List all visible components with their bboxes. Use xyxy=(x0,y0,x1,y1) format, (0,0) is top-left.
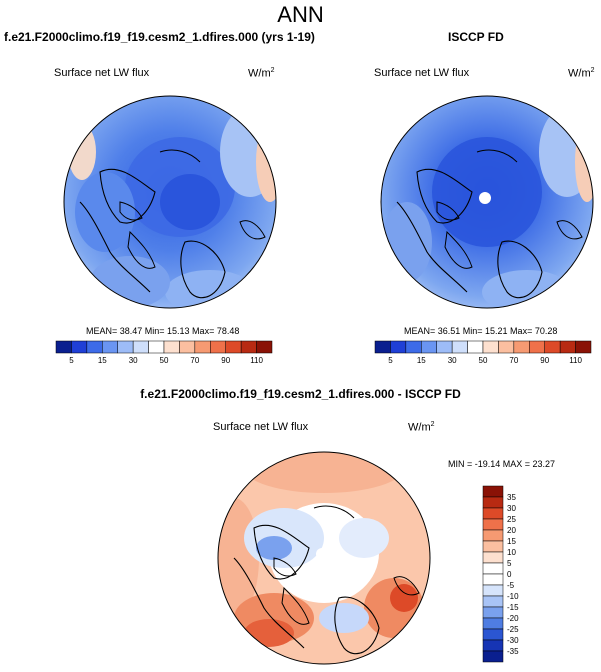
left-colorbar-swatch xyxy=(179,340,196,354)
left-colorbar-tick-label: 5 xyxy=(69,356,74,365)
left-colorbar-swatch xyxy=(225,340,242,354)
right-colorbar-swatch xyxy=(513,340,530,354)
diff-colorbar-tick-label: 20 xyxy=(507,526,516,535)
diff-colorbar-tick-label: -20 xyxy=(507,614,519,623)
diff-colorbar-tick-label: 30 xyxy=(507,504,516,513)
left-colorbar-swatch xyxy=(163,340,180,354)
diff-colorbar-swatch xyxy=(482,540,504,553)
left-colorbar-tick-label: 110 xyxy=(250,356,263,365)
right-polar-map xyxy=(380,95,594,309)
right-colorbar: 51530507090110130 xyxy=(374,340,592,365)
left-colorbar-swatch xyxy=(148,340,165,354)
diff-colorbar-tick-label: -15 xyxy=(507,603,519,612)
right-colorbar-swatch xyxy=(498,340,515,354)
left-colorbar-swatch xyxy=(194,340,211,354)
diff-colorbar-swatch xyxy=(482,639,504,652)
left-colorbar-swatch xyxy=(132,340,149,354)
difference-polar-map xyxy=(217,451,431,665)
diff-colorbar-swatch xyxy=(482,518,504,531)
right-colorbar-tick-label: 50 xyxy=(479,356,488,365)
left-polar-map xyxy=(63,95,277,309)
diff-colorbar-swatch xyxy=(482,617,504,630)
right-colorbar-tick-label: 70 xyxy=(509,356,518,365)
diff-colorbar-swatch xyxy=(482,628,504,641)
right-colorbar-swatch xyxy=(451,340,468,354)
right-colorbar-tick-label: 5 xyxy=(388,356,393,365)
left-units-label: W/m2 xyxy=(248,67,275,80)
right-colorbar-swatch xyxy=(405,340,422,354)
diff-colorbar-tick-label: 10 xyxy=(507,548,516,557)
diff-colorbar-tick-label: 25 xyxy=(507,515,516,524)
right-colorbar-swatch xyxy=(374,340,391,354)
diff-colorbar-tick-label: -5 xyxy=(507,581,515,590)
right-variable-label: Surface net LW flux xyxy=(374,67,470,79)
diff-colorbar-tick-label: -35 xyxy=(507,647,519,656)
left-stats: MEAN= 38.47 Min= 15.13 Max= 78.48 xyxy=(86,326,240,336)
right-colorbar-swatch xyxy=(544,340,561,354)
left-colorbar-swatch xyxy=(210,340,226,354)
diff-colorbar-swatch xyxy=(482,650,504,663)
right-colorbar-swatch xyxy=(467,340,484,354)
diff-colorbar-swatch xyxy=(482,562,504,575)
diff-colorbar-swatch xyxy=(482,496,504,509)
diff-colorbar-swatch xyxy=(482,573,504,586)
diff-colorbar-tick-label: 0 xyxy=(507,570,512,579)
right-colorbar-tick-label: 15 xyxy=(417,356,426,365)
right-colorbar-tick-label: 90 xyxy=(540,356,549,365)
diff-colorbar-swatch xyxy=(482,529,504,542)
right-colorbar-swatch xyxy=(421,340,437,354)
right-colorbar-tick-label: 30 xyxy=(448,356,457,365)
diff-colorbar-tick-label: -30 xyxy=(507,636,519,645)
diff-colorbar-tick-label: -10 xyxy=(507,592,519,601)
right-units-label: W/m2 xyxy=(568,67,595,80)
diff-colorbar-tick-label: -25 xyxy=(507,625,519,634)
left-colorbar: 51530507090110130 xyxy=(55,340,273,365)
left-colorbar-tick-label: 70 xyxy=(190,356,199,365)
diff-colorbar-swatch xyxy=(482,584,504,597)
left-colorbar-swatch xyxy=(240,340,257,354)
diff-stats: MIN = -19.14 MAX = 23.27 xyxy=(448,459,556,469)
left-colorbar-tick-label: 30 xyxy=(129,356,138,365)
diff-variable-label: Surface net LW flux xyxy=(213,421,309,433)
left-colorbar-swatch xyxy=(71,340,88,354)
right-colorbar-swatch xyxy=(529,340,545,354)
right-colorbar-swatch xyxy=(559,340,576,354)
difference-title: f.e21.F2000climo.f19_f19.cesm2_1.dfires.… xyxy=(140,387,461,401)
page-title: ANN xyxy=(277,2,324,27)
diff-colorbar-tick-label: 35 xyxy=(507,493,516,502)
diff-colorbar-tick-label: 5 xyxy=(507,559,512,568)
right-colorbar-swatch xyxy=(482,340,499,354)
right-colorbar-swatch xyxy=(575,340,592,354)
diff-colorbar-swatch xyxy=(482,606,504,619)
diff-units-label: W/m2 xyxy=(408,421,435,434)
difference-colorbar: 35 30 25 20 15 10 5 0 -5 -10 -15 -20 -25 -30 -35 xyxy=(482,485,519,663)
left-colorbar-tick-label: 15 xyxy=(98,356,107,365)
right-colorbar-swatch xyxy=(436,340,453,354)
diff-colorbar-swatch xyxy=(482,485,504,498)
left-colorbar-swatch xyxy=(117,340,134,354)
left-colorbar-swatch xyxy=(256,340,273,354)
left-colorbar-swatch xyxy=(86,340,103,354)
right-colorbar-swatch xyxy=(390,340,407,354)
diff-colorbar-swatch xyxy=(482,551,504,564)
left-colorbar-swatch xyxy=(55,340,72,354)
diff-colorbar-tick-label: 15 xyxy=(507,537,516,546)
left-colorbar-tick-label: 50 xyxy=(160,356,169,365)
left-colorbar-tick-label: 90 xyxy=(221,356,230,365)
diff-colorbar-swatch xyxy=(482,595,504,608)
diff-colorbar-swatch xyxy=(482,507,504,520)
right-stats: MEAN= 36.51 Min= 15.21 Max= 70.28 xyxy=(404,326,558,336)
left-variable-label: Surface net LW flux xyxy=(54,67,150,79)
left-colorbar-swatch xyxy=(102,340,118,354)
right-colorbar-tick-label: 110 xyxy=(569,356,582,365)
left-panel-title: f.e21.F2000climo.f19_f19.cesm2_1.dfires.… xyxy=(4,30,315,44)
right-panel-title: ISCCP FD xyxy=(448,30,504,44)
